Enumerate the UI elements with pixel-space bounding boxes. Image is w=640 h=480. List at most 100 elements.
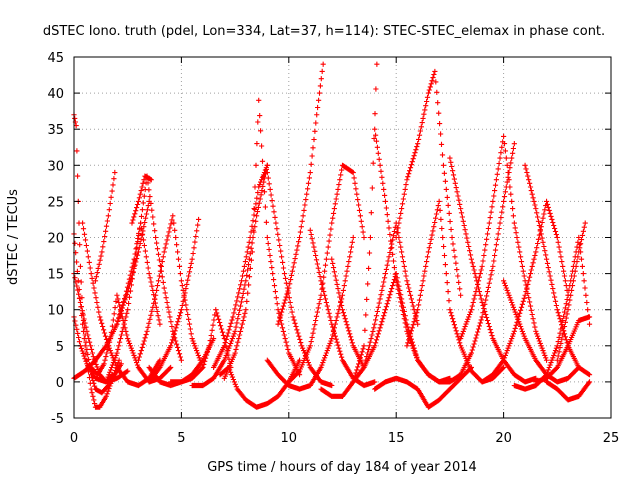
data-point [479, 263, 485, 269]
series-markers [169, 379, 184, 385]
data-point [206, 343, 212, 349]
series-markers [287, 369, 302, 384]
series-markers [330, 393, 345, 399]
series-markers [383, 274, 398, 310]
data-point [350, 234, 356, 241]
series-markers [244, 257, 254, 304]
series-markers [319, 338, 334, 368]
series-markers [201, 346, 211, 367]
data-point [189, 256, 195, 262]
series-markers [566, 365, 581, 380]
series-markers [85, 332, 95, 356]
series-markers [115, 295, 128, 324]
data-point [533, 206, 539, 212]
series-markers [179, 376, 194, 385]
series-19 [221, 97, 303, 381]
data-point [137, 220, 144, 226]
series-markers [190, 358, 205, 377]
series-markers [297, 383, 312, 392]
data-point [114, 350, 120, 356]
series-markers [136, 366, 151, 384]
y-tick-label: 15 [47, 268, 64, 283]
data-point [576, 234, 582, 241]
series-markers [80, 328, 89, 356]
x-tick-label: 5 [177, 431, 185, 446]
series-markers [394, 182, 409, 236]
data-point [522, 292, 528, 298]
series-markers [534, 376, 549, 385]
series-markers [405, 144, 420, 180]
data-point [479, 299, 485, 306]
data-point [449, 234, 455, 241]
series-markers [145, 180, 158, 234]
data-point [107, 335, 114, 342]
data-point [135, 357, 142, 363]
data-point [253, 213, 260, 219]
series-22 [275, 61, 326, 327]
data-point [195, 216, 202, 223]
series-17 [211, 162, 270, 371]
data-point [339, 307, 346, 313]
series-markers [89, 390, 98, 407]
series-markers [368, 86, 379, 216]
series-markers [330, 260, 345, 309]
series-markers [433, 79, 446, 158]
data-point [393, 271, 399, 277]
data-point [339, 292, 346, 298]
data-point [88, 386, 94, 392]
series-markers [448, 159, 463, 207]
y-tick-label: 5 [56, 340, 64, 355]
series-markers [83, 358, 98, 373]
series-markers [138, 180, 149, 219]
data-point [458, 292, 464, 298]
series-markers [190, 365, 205, 380]
series-markers [233, 310, 248, 352]
series-markers [214, 310, 226, 338]
data-point [318, 278, 324, 284]
series-markers [297, 345, 312, 372]
y-tick-label: 10 [47, 304, 64, 319]
series-markers [222, 317, 235, 346]
series-markers [72, 369, 87, 381]
y-tick-label: 0 [56, 376, 64, 391]
series-markers [211, 345, 227, 369]
series-markers [437, 387, 452, 402]
data-point [436, 198, 442, 204]
data-point [511, 141, 517, 147]
data-point [511, 307, 517, 313]
series-markers [235, 387, 248, 402]
series-markers [143, 174, 153, 182]
series-markers [115, 366, 130, 384]
series-markers [158, 365, 173, 380]
series-markers [394, 275, 409, 323]
series-markers [138, 226, 151, 271]
series-markers [577, 365, 592, 377]
series-markers [340, 380, 355, 398]
series-markers [523, 376, 538, 385]
series-markers [93, 344, 108, 362]
data-point [404, 328, 410, 334]
series-29 [372, 364, 474, 410]
data-point [178, 278, 184, 284]
data-point [320, 61, 326, 67]
series-markers [405, 310, 420, 346]
x-tick-label: 25 [603, 431, 620, 446]
series-markers [78, 279, 85, 301]
series-30 [393, 68, 464, 298]
series-markers [154, 254, 166, 293]
series-markers [426, 372, 441, 384]
series-markers [115, 310, 130, 352]
y-tick-label: 35 [47, 123, 64, 138]
data-point [432, 68, 438, 75]
series-markers [126, 379, 141, 388]
series-markers [555, 311, 570, 359]
series-markers [577, 224, 587, 251]
series-markers [308, 231, 323, 280]
data-point [264, 162, 270, 168]
series-markers [491, 337, 506, 361]
data-point [296, 234, 303, 241]
data-point [243, 307, 249, 313]
series-markers [544, 345, 559, 375]
series-markers [340, 310, 355, 346]
series-markers [491, 358, 506, 377]
